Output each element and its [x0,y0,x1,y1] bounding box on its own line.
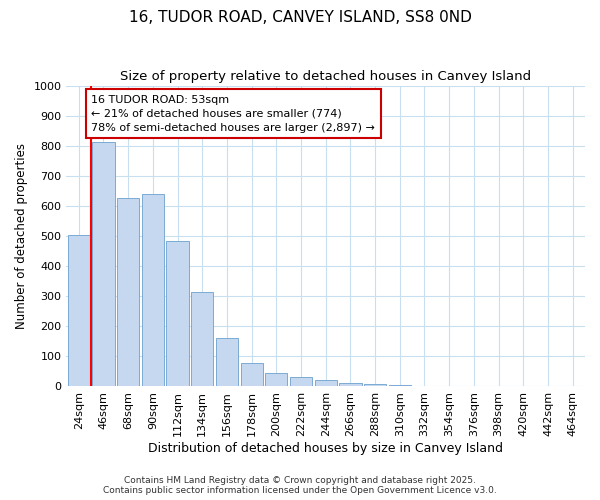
Bar [191,292,214,386]
Bar [290,377,312,386]
Bar [68,234,90,386]
X-axis label: Distribution of detached houses by size in Canvey Island: Distribution of detached houses by size … [148,442,503,455]
Y-axis label: Number of detached properties: Number of detached properties [15,143,28,329]
Text: 16 TUDOR ROAD: 53sqm
← 21% of detached houses are smaller (774)
78% of semi-deta: 16 TUDOR ROAD: 53sqm ← 21% of detached h… [91,94,375,132]
Bar [142,194,164,386]
Text: 16, TUDOR ROAD, CANVEY ISLAND, SS8 0ND: 16, TUDOR ROAD, CANVEY ISLAND, SS8 0ND [128,10,472,25]
Title: Size of property relative to detached houses in Canvey Island: Size of property relative to detached ho… [120,70,531,83]
Bar [314,380,337,386]
Text: Contains HM Land Registry data © Crown copyright and database right 2025.
Contai: Contains HM Land Registry data © Crown c… [103,476,497,495]
Bar [364,384,386,386]
Bar [241,363,263,386]
Bar [216,338,238,386]
Bar [265,372,287,386]
Bar [117,198,139,386]
Bar [166,240,188,386]
Bar [92,142,115,386]
Bar [339,384,362,386]
